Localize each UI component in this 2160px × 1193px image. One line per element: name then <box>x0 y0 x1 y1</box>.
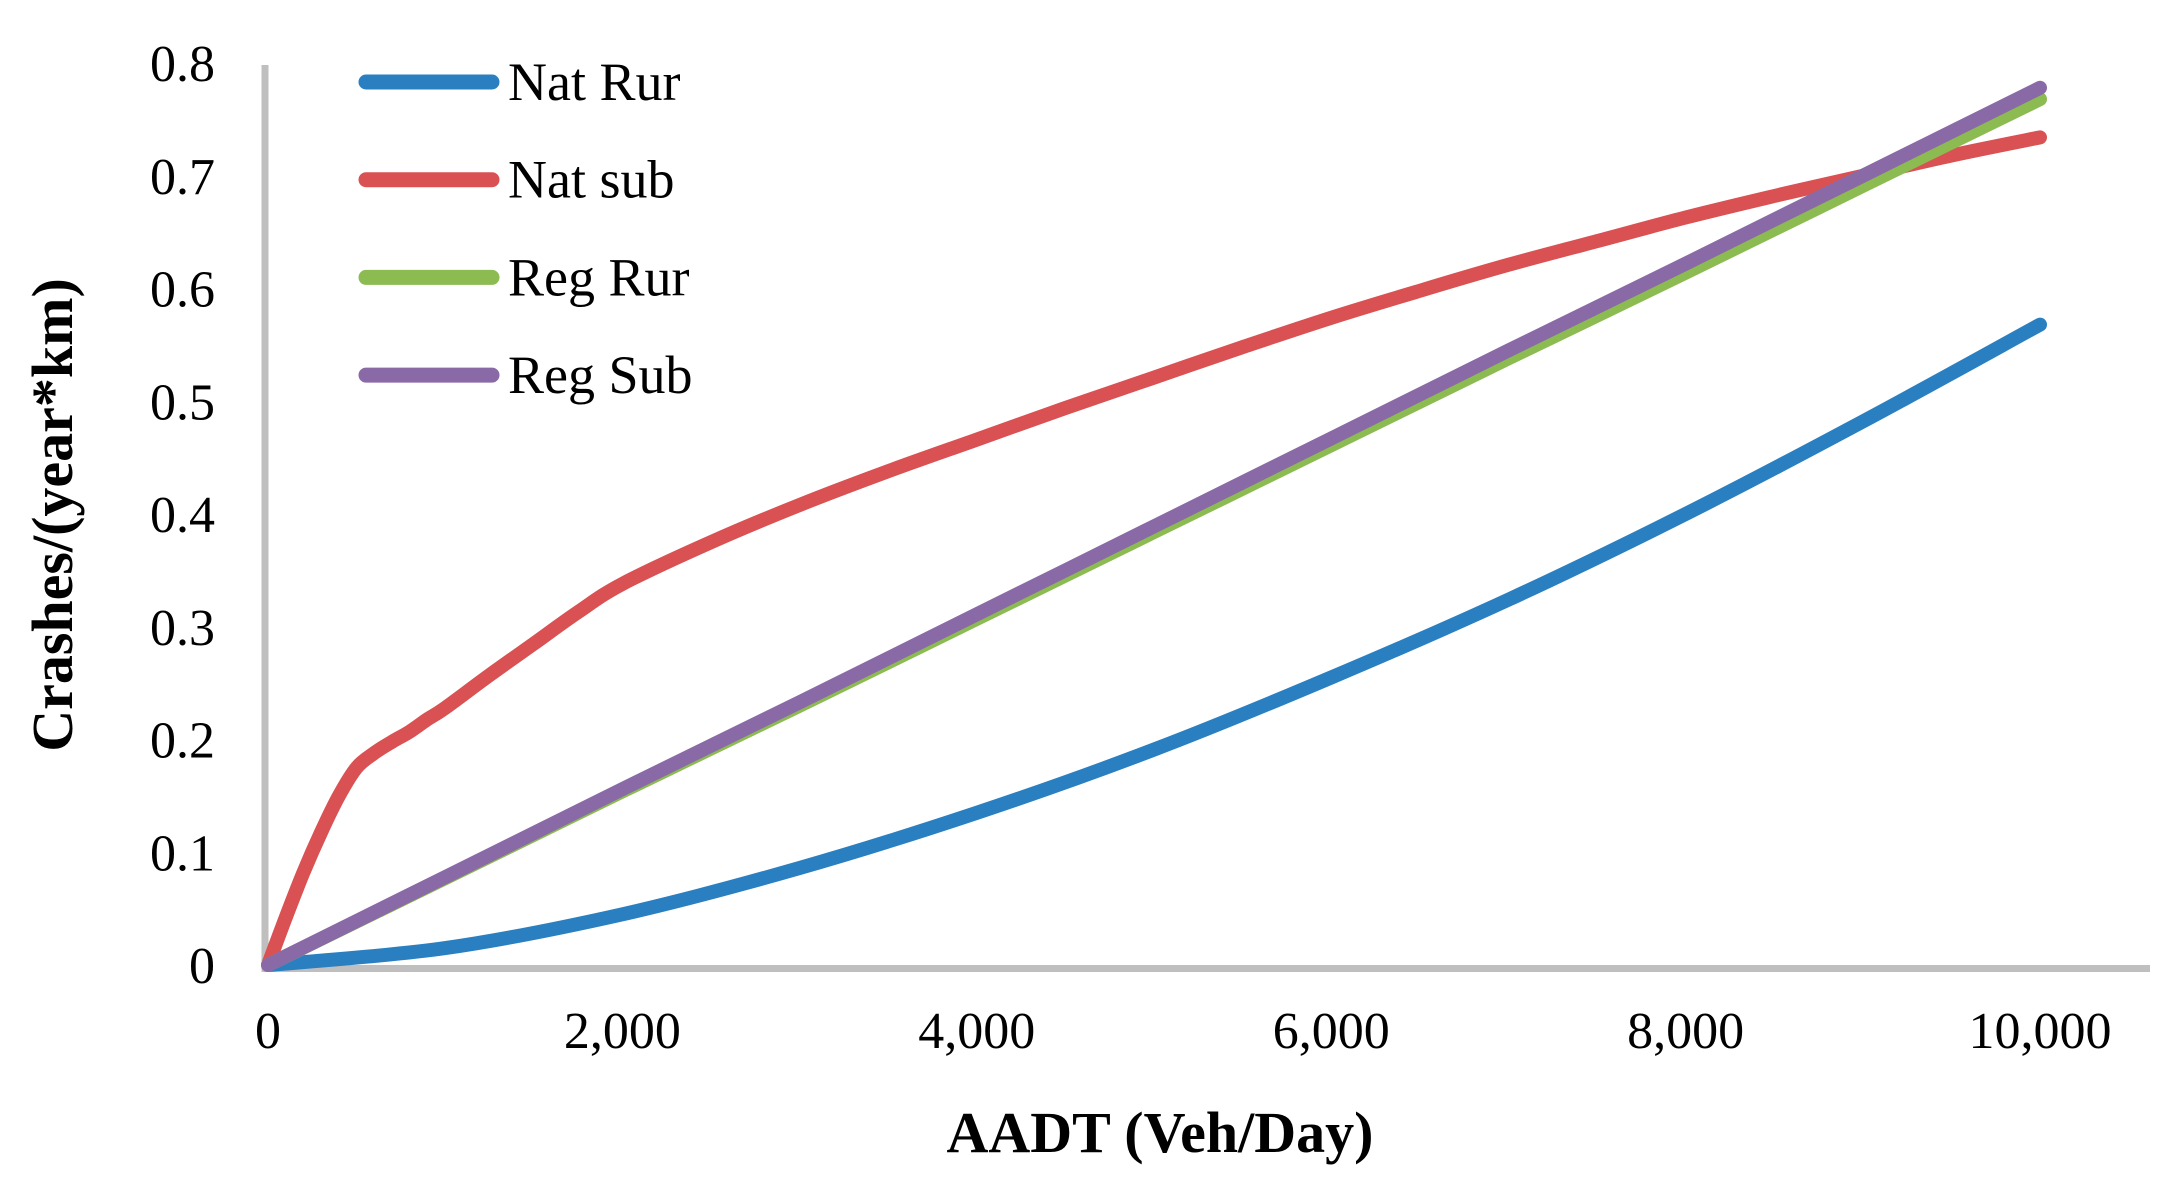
legend-item-nat-sub: Nat sub <box>358 150 674 210</box>
y-tick-label: 0.3 <box>150 600 215 657</box>
x-tick-label: 0 <box>255 1003 281 1060</box>
y-tick-label: 0.1 <box>150 825 215 882</box>
x-tick-label: 6,000 <box>1273 1003 1390 1060</box>
x-tick-label: 10,000 <box>1969 1003 2112 1060</box>
legend-label-nat-sub: Nat sub <box>508 150 674 210</box>
y-tick-label: 0.8 <box>150 36 215 93</box>
series-line-nat-sub <box>261 130 2047 972</box>
x-axis-title: AADT (Veh/Day) <box>947 1100 1374 1165</box>
x-tick-label: 4,000 <box>918 1003 1035 1060</box>
y-tick-label: 0.4 <box>150 487 215 544</box>
legend-item-reg-rur: Reg Rur <box>358 247 690 307</box>
y-tick-label: 0.2 <box>150 713 215 770</box>
series-line-reg-sub <box>261 80 2047 972</box>
legend-label-reg-rur: Reg Rur <box>508 247 690 307</box>
series-layer <box>261 80 2047 972</box>
legend-label-reg-sub: Reg Sub <box>508 345 693 405</box>
y-tick-label: 0.7 <box>150 149 215 206</box>
legend-item-reg-sub: Reg Sub <box>358 345 693 405</box>
y-tick-label: 0.6 <box>150 262 215 319</box>
axes-layer <box>261 65 2150 972</box>
ticks-layer: 0 0.1 0.2 0.3 0.4 0.5 0.6 0.7 0.8 0 2,000 4,000 6,00… <box>150 36 2112 1060</box>
y-tick-label: 0.5 <box>150 374 215 431</box>
legend-item-nat-rur: Nat Rur <box>358 52 680 112</box>
series-line-nat-rur <box>261 317 2047 972</box>
y-tick-label: 0 <box>189 938 215 995</box>
chart-legend: Nat Rur Nat sub Reg Rur Reg Sub <box>358 52 693 405</box>
y-axis-title: Crashes/(year*km) <box>20 278 85 752</box>
legend-label-nat-rur: Nat Rur <box>508 52 680 112</box>
x-tick-label: 8,000 <box>1627 1003 1744 1060</box>
x-tick-label: 2,000 <box>564 1003 681 1060</box>
